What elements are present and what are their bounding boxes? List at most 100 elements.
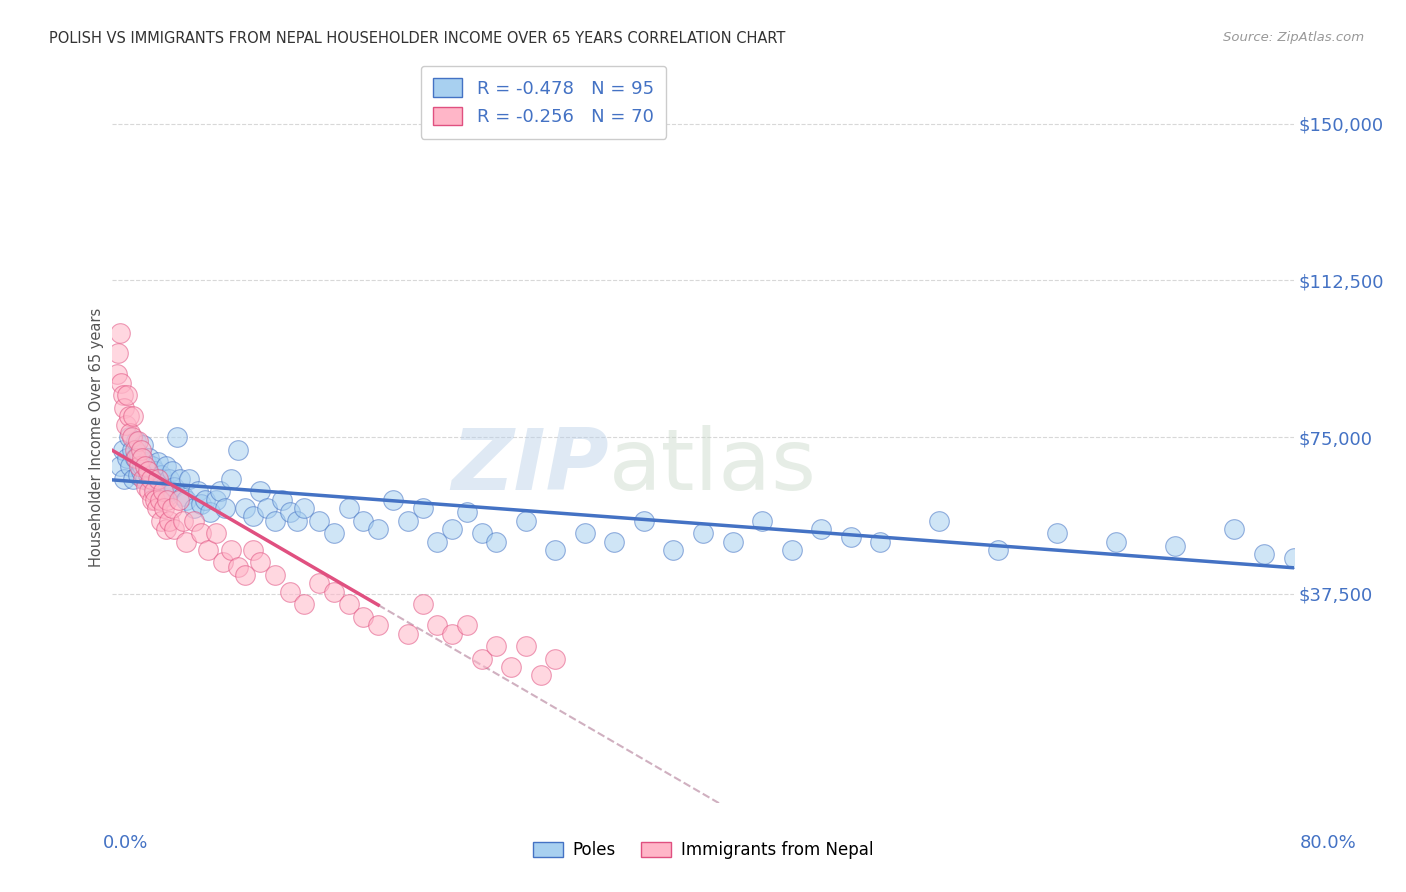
- Point: [149, 476, 172, 491]
- Point: [278, 584, 301, 599]
- Point: [129, 442, 152, 457]
- Point: [367, 618, 389, 632]
- Point: [111, 388, 134, 402]
- Point: [367, 522, 389, 536]
- Point: [120, 425, 142, 440]
- Point: [194, 492, 217, 507]
- Legend: R = -0.478   N = 95, R = -0.256   N = 70: R = -0.478 N = 95, R = -0.256 N = 70: [420, 66, 666, 139]
- Point: [219, 543, 242, 558]
- Point: [1164, 539, 1187, 553]
- Point: [692, 526, 714, 541]
- Point: [396, 514, 419, 528]
- Point: [1223, 522, 1246, 536]
- Text: atlas: atlas: [609, 425, 817, 508]
- Point: [121, 442, 143, 457]
- Point: [323, 526, 346, 541]
- Point: [485, 639, 508, 653]
- Point: [107, 346, 129, 360]
- Point: [426, 618, 449, 632]
- Point: [278, 505, 301, 519]
- Point: [1105, 534, 1128, 549]
- Point: [197, 543, 219, 558]
- Point: [121, 430, 143, 444]
- Point: [135, 480, 157, 494]
- Point: [352, 609, 374, 624]
- Point: [198, 505, 221, 519]
- Point: [156, 489, 179, 503]
- Point: [138, 484, 160, 499]
- Point: [124, 450, 146, 465]
- Point: [308, 514, 330, 528]
- Point: [205, 492, 228, 507]
- Point: [242, 543, 264, 558]
- Point: [118, 409, 141, 424]
- Point: [292, 597, 315, 611]
- Point: [146, 472, 169, 486]
- Point: [1312, 543, 1334, 558]
- Point: [337, 501, 360, 516]
- Point: [183, 514, 205, 528]
- Point: [411, 597, 433, 611]
- Point: [485, 534, 508, 549]
- Point: [131, 459, 153, 474]
- Point: [256, 501, 278, 516]
- Point: [219, 472, 242, 486]
- Point: [142, 484, 165, 499]
- Point: [167, 492, 190, 507]
- Point: [352, 514, 374, 528]
- Point: [172, 489, 194, 503]
- Point: [308, 576, 330, 591]
- Point: [515, 514, 537, 528]
- Point: [136, 467, 159, 482]
- Point: [125, 450, 148, 465]
- Point: [574, 526, 596, 541]
- Point: [174, 492, 197, 507]
- Point: [233, 501, 256, 516]
- Text: Source: ZipAtlas.com: Source: ZipAtlas.com: [1223, 31, 1364, 45]
- Point: [323, 584, 346, 599]
- Point: [139, 476, 162, 491]
- Point: [127, 467, 149, 482]
- Point: [112, 401, 135, 415]
- Point: [780, 543, 803, 558]
- Point: [134, 472, 156, 486]
- Point: [810, 522, 832, 536]
- Point: [426, 534, 449, 549]
- Point: [1282, 551, 1305, 566]
- Text: ZIP: ZIP: [451, 425, 609, 508]
- Point: [122, 472, 145, 486]
- Point: [190, 497, 212, 511]
- Point: [153, 480, 176, 494]
- Point: [129, 463, 152, 477]
- Point: [150, 514, 173, 528]
- Point: [169, 472, 191, 486]
- Point: [662, 543, 685, 558]
- Point: [166, 430, 188, 444]
- Point: [152, 472, 174, 486]
- Point: [148, 472, 170, 486]
- Point: [157, 514, 180, 528]
- Point: [124, 442, 146, 457]
- Point: [337, 597, 360, 611]
- Point: [928, 514, 950, 528]
- Legend: Poles, Immigrants from Nepal: Poles, Immigrants from Nepal: [526, 835, 880, 866]
- Point: [138, 450, 160, 465]
- Point: [1253, 547, 1275, 561]
- Point: [163, 480, 186, 494]
- Point: [122, 409, 145, 424]
- Point: [839, 530, 862, 544]
- Text: POLISH VS IMMIGRANTS FROM NEPAL HOUSEHOLDER INCOME OVER 65 YEARS CORRELATION CHA: POLISH VS IMMIGRANTS FROM NEPAL HOUSEHOL…: [49, 31, 786, 46]
- Point: [141, 459, 163, 474]
- Point: [751, 514, 773, 528]
- Text: 0.0%: 0.0%: [103, 834, 148, 852]
- Point: [285, 514, 308, 528]
- Point: [603, 534, 626, 549]
- Point: [869, 534, 891, 549]
- Point: [110, 376, 132, 390]
- Point: [148, 455, 170, 469]
- Point: [1298, 530, 1320, 544]
- Point: [163, 522, 186, 536]
- Point: [264, 514, 287, 528]
- Point: [264, 568, 287, 582]
- Point: [135, 455, 157, 469]
